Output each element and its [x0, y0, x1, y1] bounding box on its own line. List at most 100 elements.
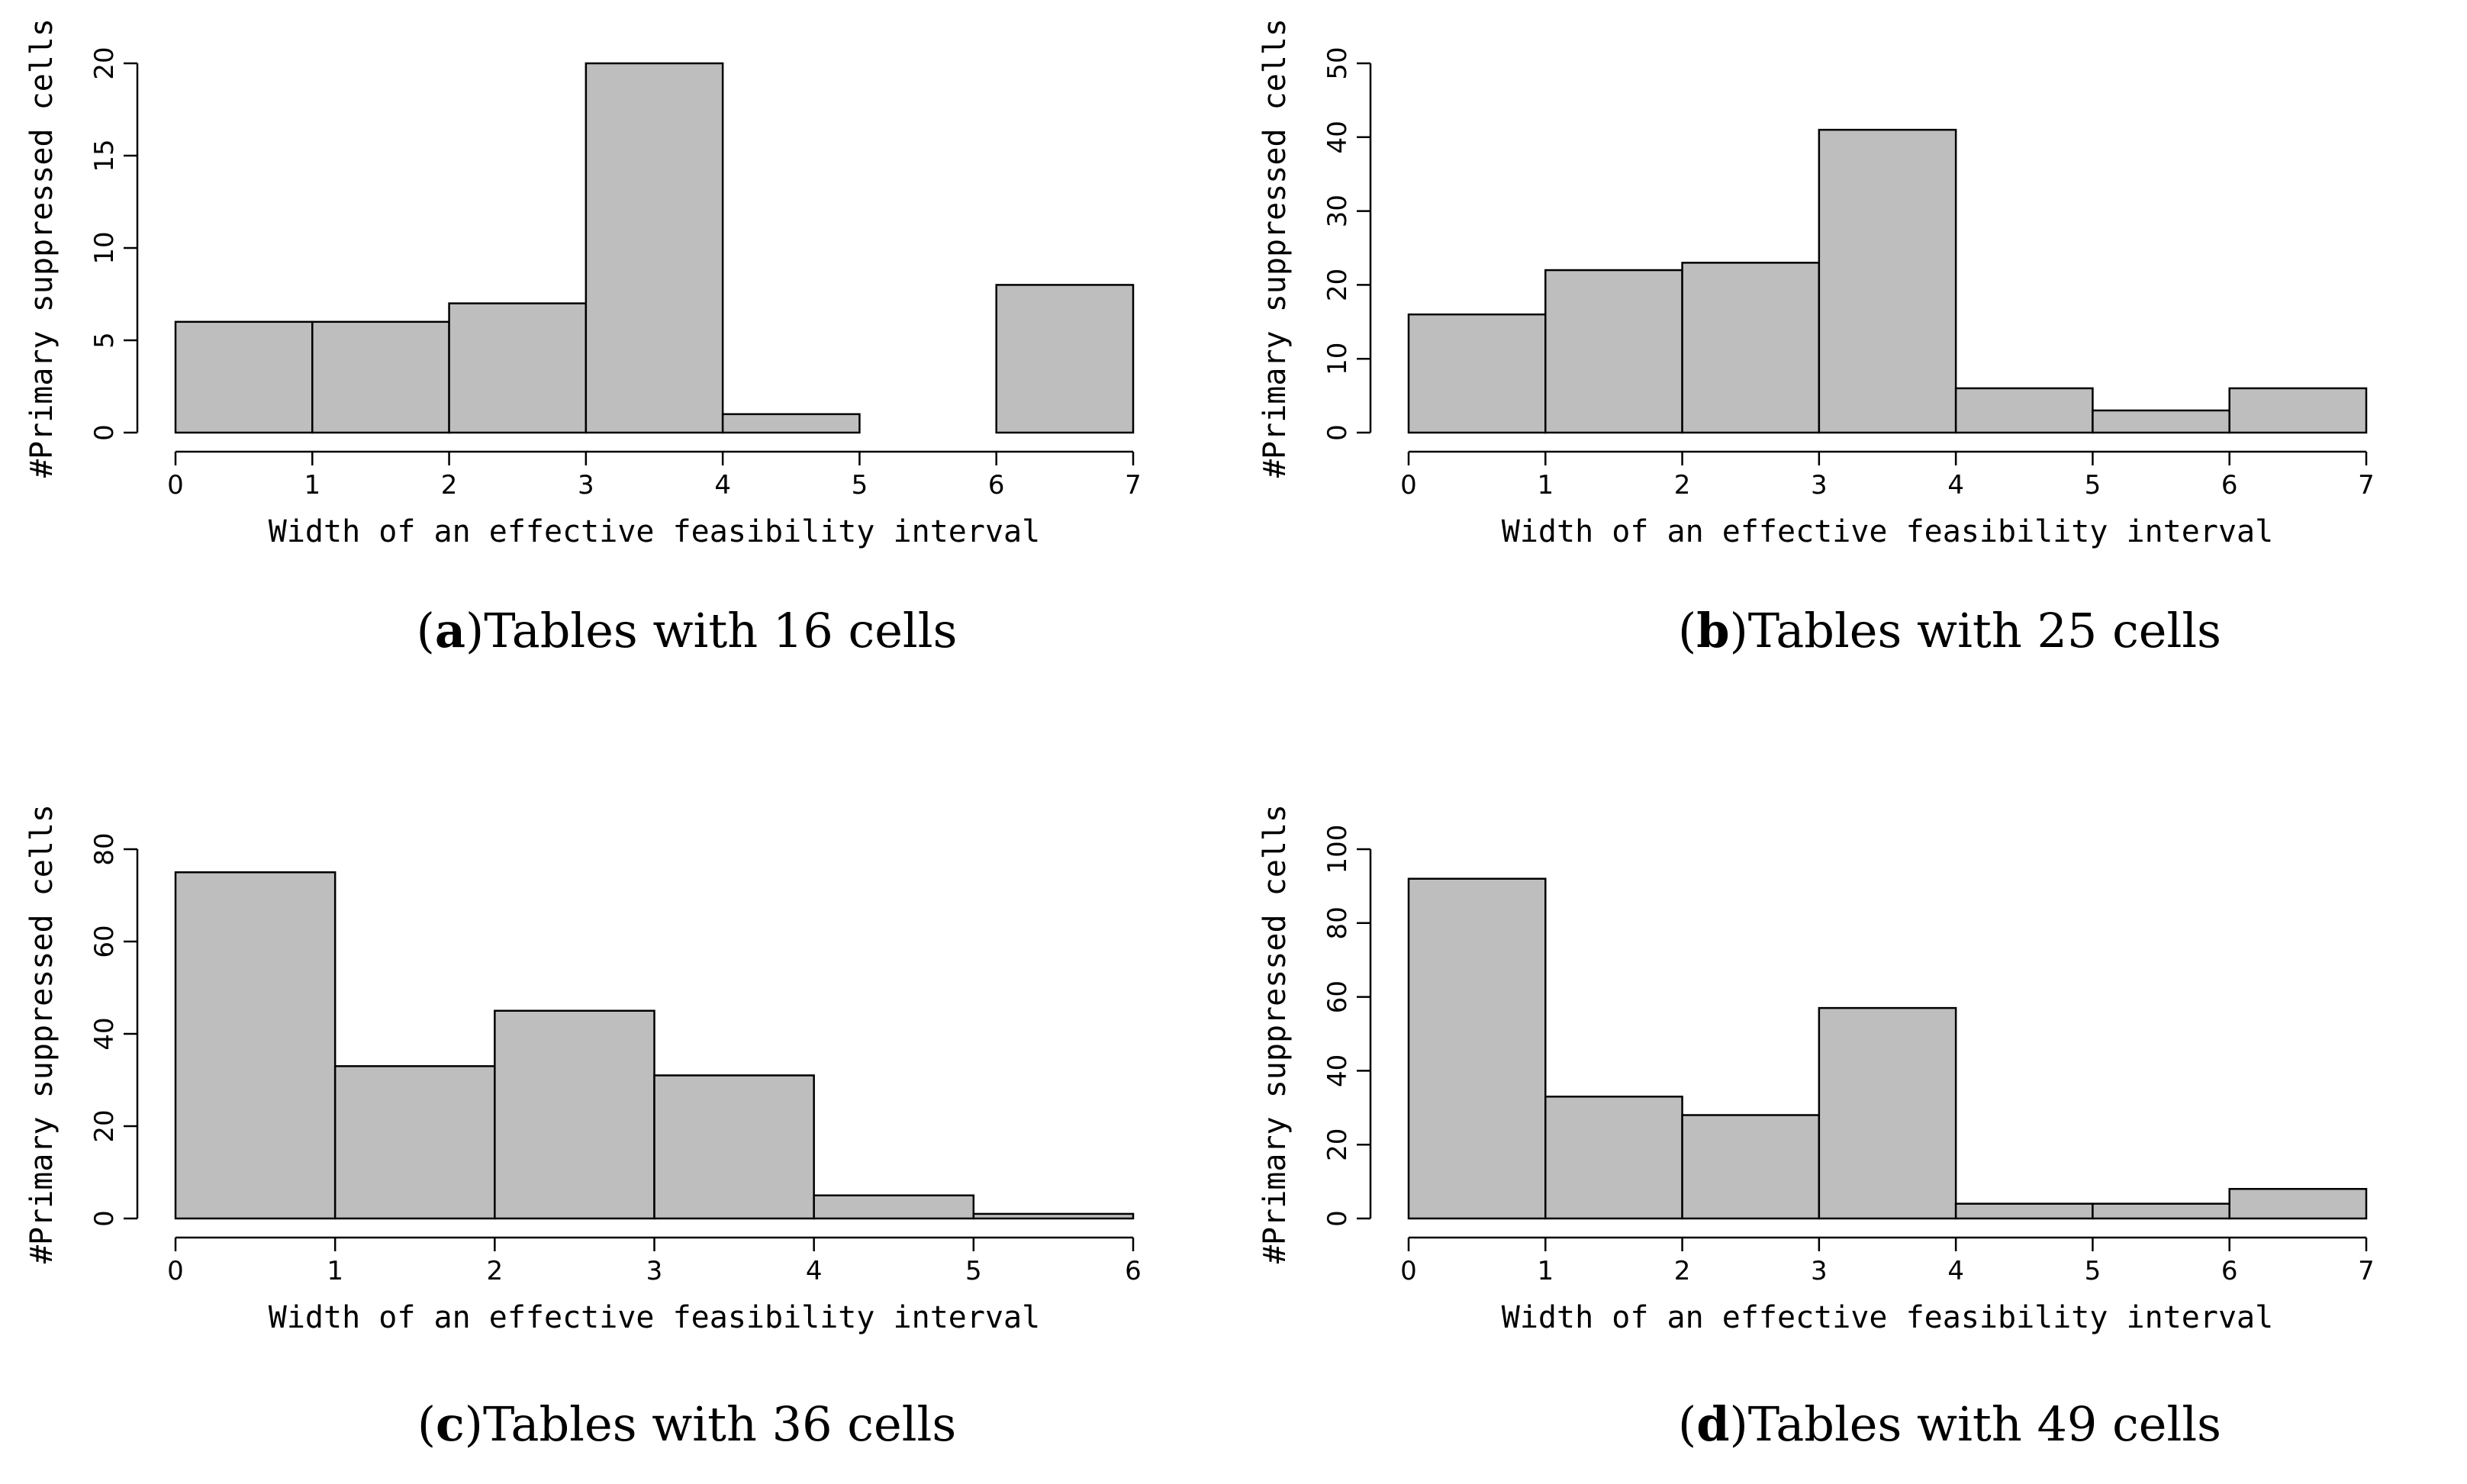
caption-d-letter: d [1696, 1396, 1730, 1452]
x-tick-label-a-3: 3 [578, 470, 594, 501]
caption-c-text: Tables with 36 cells [482, 1396, 957, 1452]
bar-c-0 [174, 871, 337, 1220]
y-tick-label-c-1: 20 [89, 1109, 120, 1142]
bar-a-2 [448, 302, 588, 434]
y-tick-label-a-2: 10 [89, 231, 120, 264]
x-tick-label-d-6: 6 [2221, 1256, 2238, 1286]
bar-b-3 [1818, 128, 1957, 434]
chart-panel-a: 0 5 10 15 20 0 1 2 3 4 5 6 7 Width of an effective fe… [0, 0, 1233, 580]
bar-d-4 [1954, 1202, 2094, 1220]
x-tick-label-d-3: 3 [1811, 1256, 1828, 1286]
y-axis-label-b: #Primary suppressed cells [1258, 18, 1293, 478]
histogram-b: 0 10 20 30 40 50 0 1 2 3 4 5 6 7 Width of an effective… [1258, 18, 2375, 549]
y-tick-label-c-4: 80 [89, 832, 120, 865]
x-tick-label-b-1: 1 [1537, 470, 1554, 501]
x-tick-label-d-4: 4 [1947, 1256, 1964, 1286]
y-tick-label-a-3: 15 [89, 139, 120, 172]
x-tick-label-b-0: 0 [1400, 470, 1417, 501]
x-tick-label-a-4: 4 [714, 470, 731, 501]
bar-b-6 [2228, 387, 2368, 434]
bar-c-3 [653, 1074, 815, 1220]
y-tick-label-d-4: 80 [1322, 906, 1353, 939]
bar-d-0 [1407, 877, 1547, 1220]
chart-panel-c: 0 20 40 60 80 0 1 2 3 4 5 6 Width of an effective fe… [0, 786, 1233, 1366]
chart-panel-d: 0 20 40 60 80 100 0 1 2 3 4 5 6 7 Width of an effectiv… [1233, 786, 2467, 1366]
y-tick-label-b-5: 50 [1322, 47, 1353, 79]
bar-b-5 [2092, 409, 2230, 434]
bar-b-2 [1681, 262, 1821, 434]
y-tick-label-b-4: 40 [1322, 121, 1353, 153]
y-tick-label-c-3: 60 [89, 925, 120, 958]
bar-c-4 [813, 1194, 975, 1220]
caption-d: (d)Tables with 49 cells [1678, 1396, 2221, 1452]
bar-d-2 [1681, 1114, 1821, 1220]
bar-d-3 [1818, 1006, 1957, 1220]
x-tick-label-a-5: 5 [852, 470, 868, 501]
bar-a-6 [995, 284, 1135, 434]
x-tick-label-c-0: 0 [167, 1256, 184, 1286]
x-tick-label-b-3: 3 [1811, 470, 1828, 501]
y-tick-label-d-5: 100 [1322, 825, 1353, 874]
x-tick-label-c-6: 6 [1125, 1256, 1142, 1286]
x-axis-label-b: Width of an effective feasibility interv… [1502, 514, 2273, 549]
bars-d [1407, 877, 2368, 1220]
x-axis-label-d: Width of an effective feasibility interv… [1502, 1300, 2273, 1335]
caption-b-text: Tables with 25 cells [1747, 603, 2221, 658]
bar-a-3 [585, 62, 724, 434]
y-axis-label-d: #Primary suppressed cells [1258, 804, 1293, 1263]
x-tick-label-c-1: 1 [327, 1256, 343, 1286]
x-axis-label-a: Width of an effective feasibility interv… [269, 514, 1040, 549]
y-tick-label-b-0: 0 [1322, 424, 1353, 441]
y-tick-label-d-0: 0 [1322, 1210, 1353, 1227]
caption-b-letter: b [1696, 603, 1730, 658]
caption-b: (b)Tables with 25 cells [1678, 603, 2221, 658]
x-tick-label-d-2: 2 [1674, 1256, 1691, 1286]
y-tick-label-b-2: 20 [1322, 269, 1353, 301]
y-tick-label-a-1: 5 [89, 332, 120, 349]
x-tick-label-a-2: 2 [441, 470, 458, 501]
bar-c-5 [972, 1212, 1135, 1220]
x-tick-label-a-1: 1 [304, 470, 320, 501]
bar-a-0 [174, 320, 314, 434]
x-tick-label-a-7: 7 [1125, 470, 1142, 501]
bar-a-1 [311, 320, 450, 434]
bar-d-5 [2092, 1202, 2230, 1220]
y-tick-label-b-1: 10 [1322, 343, 1353, 375]
x-tick-label-c-2: 2 [487, 1256, 504, 1286]
y-axis-label-c: #Primary suppressed cells [24, 804, 60, 1263]
x-tick-label-d-5: 5 [2085, 1256, 2101, 1286]
y-tick-label-b-3: 30 [1322, 195, 1353, 227]
y-tick-label-c-2: 40 [89, 1017, 120, 1050]
y-axis-label-a: #Primary suppressed cells [24, 18, 60, 478]
y-tick-label-d-2: 40 [1322, 1054, 1353, 1087]
x-tick-label-a-0: 0 [167, 470, 184, 501]
x-tick-label-b-5: 5 [2085, 470, 2101, 501]
x-tick-label-c-5: 5 [965, 1256, 982, 1286]
y-tick-label-d-1: 20 [1322, 1128, 1353, 1161]
bar-b-1 [1544, 269, 1683, 434]
x-tick-label-b-4: 4 [1947, 470, 1964, 501]
bar-a-4 [721, 413, 861, 434]
x-tick-label-b-2: 2 [1674, 470, 1691, 501]
bar-b-4 [1954, 387, 2094, 434]
x-tick-label-d-7: 7 [2358, 1256, 2375, 1286]
histogram-d: 0 20 40 60 80 100 0 1 2 3 4 5 6 7 Width of an effectiv… [1258, 804, 2375, 1335]
y-tick-label-a-0: 0 [89, 424, 120, 441]
bars-a [174, 62, 1135, 434]
bar-d-6 [2228, 1188, 2368, 1220]
bar-b-0 [1407, 313, 1547, 434]
bar-c-1 [333, 1065, 496, 1220]
x-tick-label-c-4: 4 [806, 1256, 823, 1286]
y-tick-label-c-0: 0 [89, 1210, 120, 1227]
y-tick-label-d-3: 60 [1322, 980, 1353, 1013]
caption-a: (a)Tables with 16 cells [416, 603, 958, 658]
caption-d-text: Tables with 49 cells [1747, 1396, 2221, 1452]
x-tick-label-b-6: 6 [2221, 470, 2238, 501]
bars-b [1407, 128, 2368, 434]
caption-c: (c)Tables with 36 cells [417, 1396, 957, 1452]
bar-c-2 [494, 1009, 655, 1220]
caption-c-letter: c [436, 1396, 465, 1452]
bar-d-1 [1544, 1096, 1683, 1220]
caption-a-text: Tables with 16 cells [484, 603, 958, 658]
caption-a-letter: a [434, 603, 465, 658]
